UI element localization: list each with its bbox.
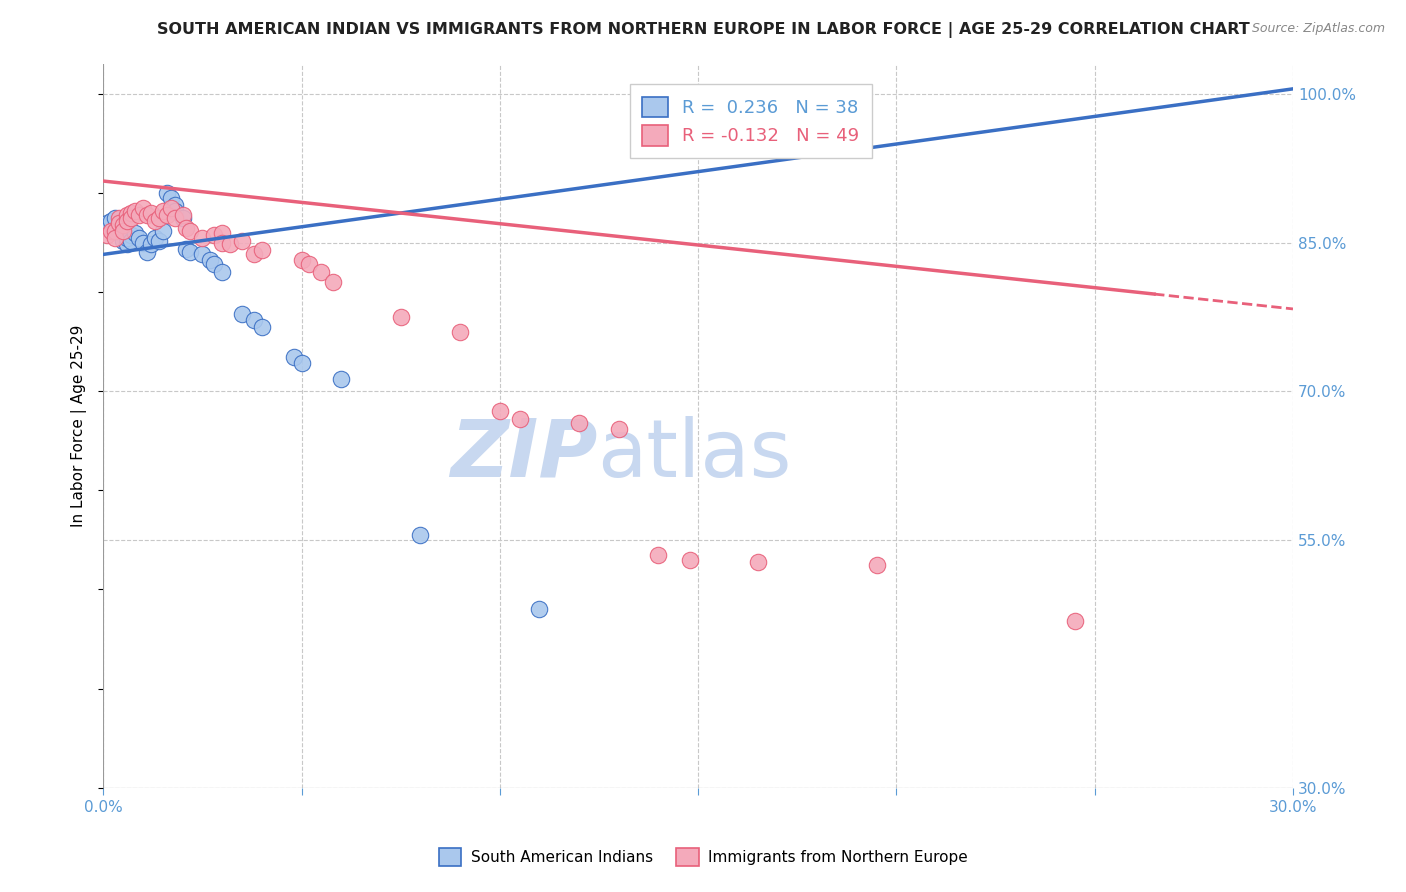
- Point: [179, 245, 201, 260]
- Point: [283, 350, 305, 364]
- Point: [679, 553, 702, 567]
- Point: [152, 203, 174, 218]
- Point: [132, 235, 155, 250]
- Point: [159, 191, 181, 205]
- Point: [135, 208, 157, 222]
- Point: [96, 216, 118, 230]
- Point: [104, 224, 127, 238]
- Point: [143, 213, 166, 227]
- Point: [607, 422, 630, 436]
- Point: [108, 218, 131, 232]
- Point: [115, 208, 138, 222]
- Point: [104, 211, 127, 225]
- Point: [250, 244, 273, 258]
- Point: [143, 230, 166, 244]
- Point: [128, 230, 150, 244]
- Y-axis label: In Labor Force | Age 25-29: In Labor Force | Age 25-29: [72, 325, 87, 527]
- Point: [409, 528, 432, 542]
- Point: [115, 230, 138, 244]
- Point: [172, 208, 194, 222]
- Point: [231, 307, 253, 321]
- Point: [529, 602, 551, 616]
- Point: [135, 245, 157, 260]
- Point: [211, 235, 233, 250]
- Point: [148, 234, 170, 248]
- Point: [108, 224, 131, 238]
- Point: [104, 230, 127, 244]
- Point: [124, 203, 146, 218]
- Point: [100, 213, 122, 227]
- Point: [290, 253, 312, 268]
- Point: [311, 265, 333, 279]
- Point: [322, 275, 344, 289]
- Point: [202, 227, 225, 242]
- Point: [96, 227, 118, 242]
- Point: [120, 206, 142, 220]
- Point: [108, 216, 131, 230]
- Point: [115, 213, 138, 227]
- Point: [124, 226, 146, 240]
- Point: [159, 201, 181, 215]
- Point: [112, 218, 135, 232]
- Point: [128, 208, 150, 222]
- Point: [148, 211, 170, 225]
- Point: [179, 224, 201, 238]
- Point: [163, 211, 186, 225]
- Point: [202, 257, 225, 271]
- Point: [865, 558, 887, 572]
- Text: SOUTH AMERICAN INDIAN VS IMMIGRANTS FROM NORTHERN EUROPE IN LABOR FORCE | AGE 25: SOUTH AMERICAN INDIAN VS IMMIGRANTS FROM…: [156, 22, 1250, 38]
- Point: [115, 237, 138, 252]
- Point: [191, 247, 214, 261]
- Point: [219, 237, 242, 252]
- Text: Source: ZipAtlas.com: Source: ZipAtlas.com: [1251, 22, 1385, 36]
- Point: [108, 211, 131, 225]
- Point: [176, 243, 198, 257]
- Point: [139, 237, 162, 252]
- Point: [389, 310, 412, 324]
- Point: [298, 257, 321, 271]
- Point: [200, 253, 222, 268]
- Legend: R =  0.236   N = 38, R = -0.132   N = 49: R = 0.236 N = 38, R = -0.132 N = 49: [630, 84, 872, 158]
- Point: [488, 404, 510, 418]
- Text: ZIP: ZIP: [450, 416, 598, 494]
- Point: [120, 227, 142, 242]
- Point: [139, 206, 162, 220]
- Point: [156, 208, 179, 222]
- Point: [568, 416, 591, 430]
- Point: [163, 198, 186, 212]
- Point: [112, 224, 135, 238]
- Point: [176, 220, 198, 235]
- Point: [290, 356, 312, 370]
- Point: [120, 234, 142, 248]
- Point: [100, 224, 122, 238]
- Point: [132, 201, 155, 215]
- Point: [250, 319, 273, 334]
- Point: [243, 313, 266, 327]
- Point: [647, 548, 669, 562]
- Point: [509, 412, 531, 426]
- Point: [120, 211, 142, 225]
- Point: [211, 265, 233, 279]
- Point: [243, 247, 266, 261]
- Point: [172, 211, 194, 225]
- Point: [747, 555, 769, 569]
- Point: [211, 226, 233, 240]
- Point: [163, 203, 186, 218]
- Point: [152, 224, 174, 238]
- Point: [231, 234, 253, 248]
- Point: [191, 230, 214, 244]
- Point: [156, 186, 179, 200]
- Point: [112, 234, 135, 248]
- Point: [1063, 614, 1085, 628]
- Point: [112, 227, 135, 242]
- Legend: South American Indians, Immigrants from Northern Europe: South American Indians, Immigrants from …: [430, 841, 976, 873]
- Point: [330, 372, 353, 386]
- Text: atlas: atlas: [598, 416, 792, 494]
- Point: [449, 325, 471, 339]
